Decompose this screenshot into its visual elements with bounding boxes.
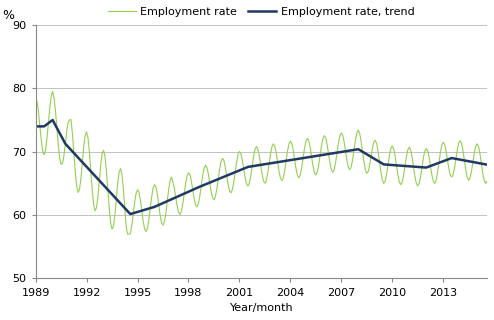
Employment rate (432, 181, 438, 185)
Employment rate (360, 150, 366, 154)
Employment rate (50, 90, 56, 93)
Employment rate, trend (127, 212, 133, 216)
Employment rate (33, 96, 39, 100)
Employment rate (354, 131, 360, 135)
Employment rate, trend (432, 163, 438, 166)
Employment rate, trend (354, 148, 360, 151)
Legend: Employment rate, Employment rate, trend: Employment rate, Employment rate, trend (108, 7, 414, 17)
Text: %: % (2, 9, 14, 22)
Employment rate, trend (269, 161, 275, 165)
Employment rate, trend (484, 163, 490, 167)
Employment rate (406, 145, 412, 149)
Employment rate (124, 232, 130, 236)
Employment rate (99, 151, 105, 155)
X-axis label: Year/month: Year/month (230, 303, 293, 313)
Employment rate (484, 179, 490, 183)
Employment rate, trend (99, 182, 105, 186)
Employment rate (269, 145, 275, 148)
Line: Employment rate: Employment rate (36, 92, 487, 234)
Employment rate, trend (50, 118, 56, 122)
Employment rate, trend (360, 150, 366, 154)
Employment rate, trend (33, 124, 39, 128)
Line: Employment rate, trend: Employment rate, trend (36, 120, 487, 214)
Employment rate, trend (406, 164, 412, 168)
